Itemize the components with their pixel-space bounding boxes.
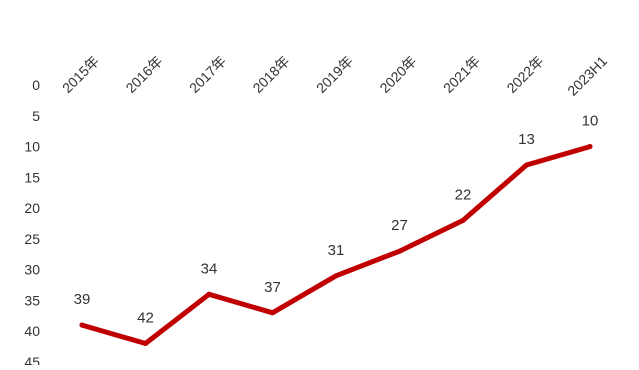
data-point [270, 310, 275, 316]
data-point [79, 322, 85, 328]
y-tick-label: 5 [32, 108, 40, 124]
y-axis-ticks: 0 5 10 15 20 25 30 35 40 45 [24, 77, 40, 370]
data-point [333, 273, 339, 279]
data-label: 13 [518, 131, 535, 148]
x-tick-label: 2017年 [186, 53, 229, 96]
x-tick-label: 2020年 [376, 53, 419, 96]
data-label: 37 [264, 279, 281, 296]
y-tick-label: 15 [24, 169, 40, 185]
data-label: 10 [582, 113, 599, 130]
y-tick-label: 45 [24, 354, 40, 365]
x-tick-label: 2015年 [59, 53, 102, 96]
y-tick-label: 30 [24, 262, 40, 278]
data-point [524, 162, 529, 168]
y-tick-label: 0 [32, 77, 40, 93]
data-label: 34 [201, 260, 218, 277]
x-axis-ticks: 2015年 2016年 2017年 2018年 2019年 2020年 2021年 2022年… [59, 53, 610, 99]
y-tick-label: 20 [24, 200, 40, 216]
data-point [143, 341, 148, 347]
x-tick-label: 2019年 [313, 53, 356, 96]
data-label: 39 [74, 291, 91, 308]
data-labels: 39 42 34 37 31 27 22 13 10 [74, 113, 599, 327]
y-tick-label: 40 [24, 323, 40, 339]
data-point [460, 217, 466, 223]
data-label: 27 [391, 217, 408, 234]
data-label: 31 [328, 242, 345, 259]
y-tick-label: 10 [24, 139, 40, 155]
y-tick-label: 35 [24, 292, 40, 308]
data-label: 22 [455, 186, 472, 203]
y-tick-label: 25 [24, 231, 40, 247]
data-label: 42 [137, 310, 154, 327]
x-tick-label: 2023H1 [564, 53, 610, 99]
data-point [206, 291, 212, 297]
series-lines [79, 144, 593, 347]
x-tick-label: 2016年 [122, 53, 165, 96]
x-tick-label: 2021年 [440, 53, 483, 96]
data-point [397, 248, 402, 254]
x-tick-label: 2018年 [249, 53, 292, 96]
data-point [587, 144, 593, 150]
x-tick-label: 2022年 [503, 53, 546, 96]
